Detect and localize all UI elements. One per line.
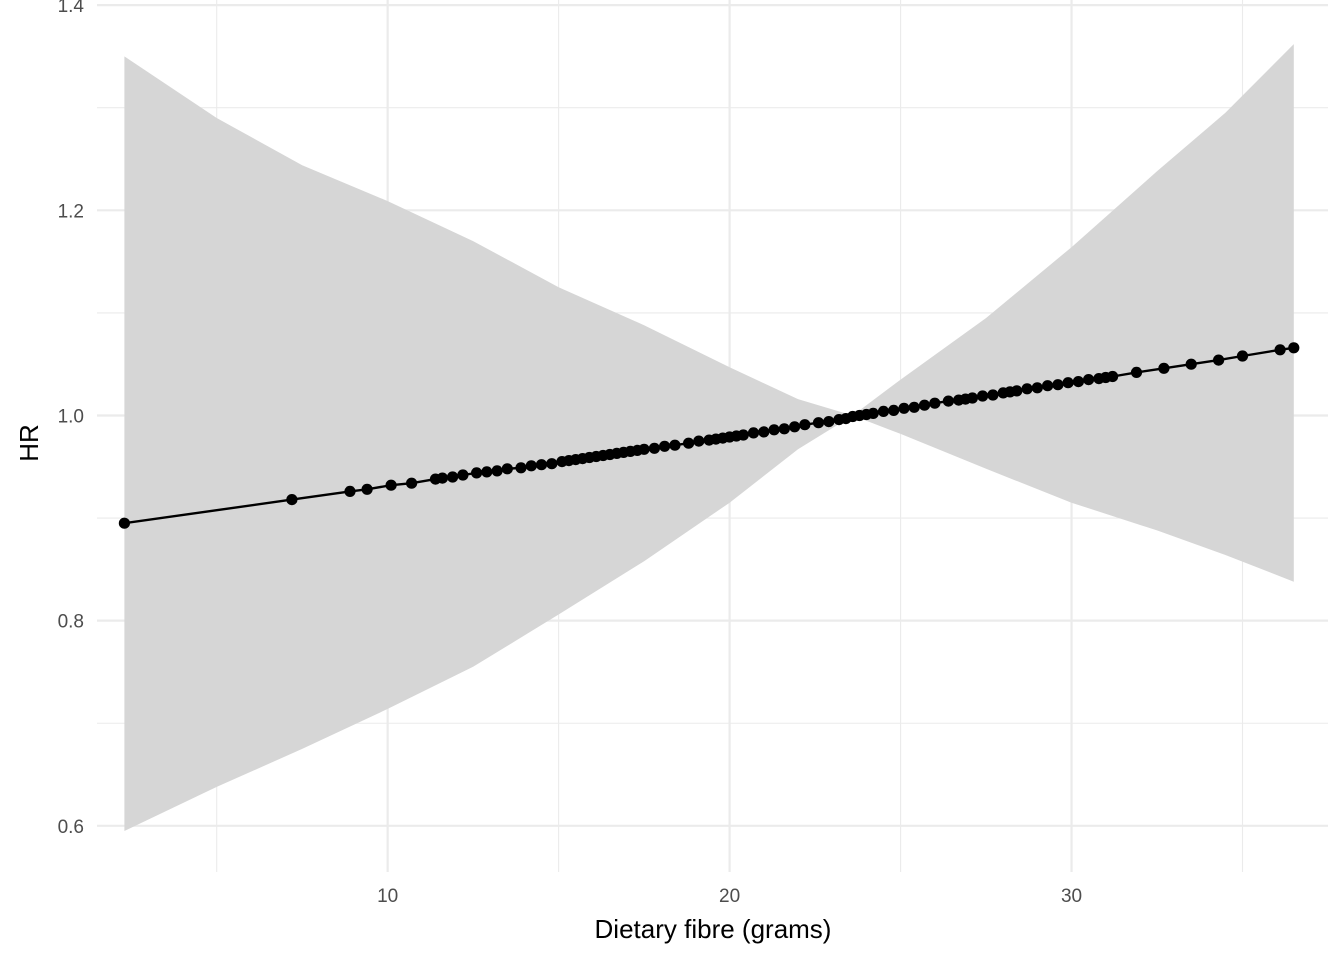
data-point (898, 402, 910, 414)
data-point (286, 494, 298, 506)
data-point (501, 463, 513, 475)
data-point (535, 459, 548, 471)
data-point (1288, 342, 1300, 354)
data-point (659, 440, 671, 452)
data-point (823, 416, 835, 428)
data-point (918, 399, 931, 411)
data-point (1062, 377, 1074, 389)
data-point (1052, 379, 1064, 391)
data-point (789, 421, 801, 433)
data-point (1021, 383, 1033, 395)
data-point (669, 439, 681, 451)
data-point (457, 469, 469, 481)
data-point (1130, 366, 1143, 378)
data-point (977, 390, 989, 402)
data-point (406, 477, 418, 489)
data-point (693, 435, 705, 447)
data-point (812, 417, 825, 429)
data-point (1213, 354, 1225, 366)
x-tick-label: 30 (1061, 886, 1082, 907)
data-point (1107, 370, 1119, 383)
y-tick-label: 0.8 (58, 612, 84, 633)
x-axis-title: Dietary fibre (grams) (595, 914, 832, 944)
data-point (929, 397, 941, 409)
data-point (471, 467, 483, 479)
y-axis-title: HR (14, 424, 44, 462)
data-point (361, 483, 373, 495)
y-tick-label: 1.4 (58, 0, 85, 17)
data-point (118, 517, 130, 529)
data-point (385, 479, 397, 491)
data-point (1031, 382, 1043, 394)
data-point (799, 419, 811, 431)
data-point (648, 442, 661, 454)
data-point (778, 423, 790, 435)
data-point (481, 466, 493, 478)
data-point (491, 465, 503, 477)
data-point (447, 471, 459, 483)
y-tick-label: 1.0 (58, 406, 84, 427)
data-point (908, 401, 920, 413)
data-point (758, 426, 770, 438)
data-point (638, 443, 650, 455)
point-layer (118, 342, 1300, 529)
data-point (942, 395, 955, 407)
data-point (1083, 374, 1095, 386)
data-point (737, 429, 749, 441)
data-point (1185, 358, 1197, 370)
data-point (1274, 344, 1286, 356)
data-point (877, 405, 890, 417)
data-point (683, 437, 695, 449)
x-tick-label: 10 (377, 886, 398, 907)
data-point (525, 460, 537, 472)
data-point (747, 427, 760, 439)
data-point (768, 424, 780, 436)
y-axis-ticks: 0.6 0.8 1.0 1.2 1.4 (58, 0, 85, 838)
data-point (867, 407, 879, 419)
data-point (1158, 362, 1170, 374)
x-axis-ticks: 10 20 30 (377, 886, 1082, 907)
data-point (1236, 350, 1249, 362)
y-tick-label: 0.6 (58, 817, 84, 838)
data-point (436, 472, 448, 484)
data-point (888, 404, 900, 416)
data-point (515, 462, 527, 474)
data-point (1072, 376, 1084, 388)
y-tick-label: 1.2 (58, 201, 84, 222)
data-point (1011, 385, 1023, 397)
data-point (1042, 380, 1054, 392)
data-point (344, 485, 356, 497)
data-point (966, 392, 979, 404)
data-point (987, 389, 999, 401)
x-tick-label: 20 (719, 886, 740, 907)
data-point (546, 458, 558, 470)
